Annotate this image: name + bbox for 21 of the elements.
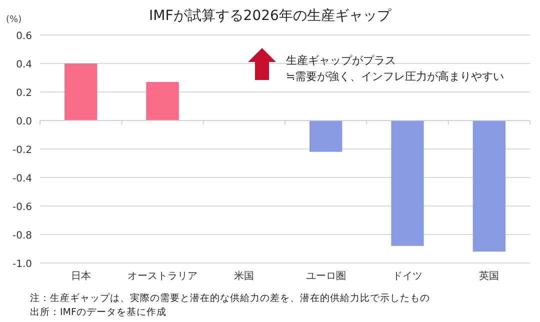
title: IMFが試算する2026年の生産ギャップ (149, 8, 391, 24)
x-tick-label: 米国 (234, 270, 254, 282)
y-tick-label: 0.0 (16, 116, 32, 128)
y-tick-label: -1.0 (12, 259, 32, 270)
annotation: ≒需要が強く、インフレ圧力が高まりやすい (286, 70, 504, 83)
x-tick-label: 日本 (70, 270, 91, 282)
x-tick-label: ユーロ圏 (306, 271, 346, 282)
y-tick-label: 0.2 (16, 88, 32, 99)
annotation: 注：生産ギャップは、実際の需要と潜在的な供給力の差を、潜在的供給力比で示したもの (30, 293, 430, 304)
y-tick-label: 0.6 (16, 31, 32, 42)
y-tick-label: -0.2 (12, 145, 32, 156)
x-tick-label: ドイツ (392, 271, 422, 282)
ylabel: (%) (6, 15, 22, 25)
x-tick-label: オーストラリア (128, 271, 198, 282)
annotation: 生産ギャップがプラス (286, 54, 396, 67)
y-tick-label: -0.8 (12, 230, 32, 242)
annotation: 出所：IMFのデータを基に作成 (30, 307, 166, 318)
x-tick-label: 英国 (479, 270, 500, 282)
y-tick-label: -0.4 (12, 174, 32, 184)
y-tick-label: -0.6 (12, 202, 32, 213)
y-tick-label: 0.4 (16, 60, 32, 70)
